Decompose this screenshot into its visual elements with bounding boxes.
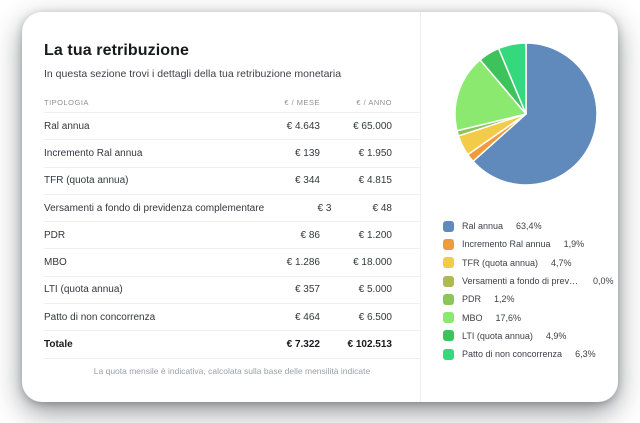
table-footnote: La quota mensile è indicativa, calcolata… [93, 365, 371, 376]
row-yearly-value: € 18.000 [353, 257, 392, 269]
row-monthly-value: € 3 [317, 202, 332, 214]
legend-item-label: Ral annua [462, 221, 504, 232]
row-label: Versamenti a fondo di previdenza complem… [44, 202, 265, 214]
legend-item-label: PDR [462, 294, 482, 305]
total-monthly-value: € 7.322 [286, 339, 320, 351]
row-label: LTI (quota annua) [44, 284, 123, 296]
table-total-row: Totale € 7.322 € 102.513 [44, 331, 420, 359]
table-row: Ral annua € 4.643 € 65.000 [44, 113, 420, 141]
column-header-anno: € / ANNO [356, 98, 392, 107]
pie-slice[interactable] [497, 42, 527, 115]
table-row: Versamenti a fondo di previdenza complem… [44, 195, 420, 223]
legend-color-swatch [443, 312, 454, 324]
row-yearly-value: € 1.950 [358, 147, 392, 159]
chart-legend: Ral annua 63,4% Incremento Ral annua 1,9… [443, 217, 615, 363]
legend-item-label: Versamenti a fondo di previdenza c... [462, 276, 580, 287]
row-monthly-value: € 344 [294, 175, 320, 187]
retribuzione-card: La tua retribuzione In questa sezione tr… [22, 12, 618, 402]
row-label: PDR [44, 229, 66, 241]
legend-item[interactable]: Ral annua 63,4% [443, 217, 615, 235]
table-body: Ral annua € 4.643 € 65.000 Incremento Ra… [44, 113, 420, 332]
row-yearly-value: € 5.000 [358, 284, 392, 296]
table-row: Patto di non concorrenza € 464 € 6.500 [44, 304, 420, 332]
column-header-tipologia: TIPOLOGIA [44, 98, 89, 107]
legend-color-swatch [443, 330, 454, 342]
legend-item-percentage: 63,4% [516, 221, 542, 232]
row-yearly-value: € 4.815 [358, 175, 392, 187]
legend-item-label: LTI (quota annua) [462, 330, 533, 341]
table-row: PDR € 86 € 1.200 [44, 222, 420, 250]
legend-item-percentage: 6,3% [575, 349, 596, 360]
legend-item[interactable]: Versamenti a fondo di previdenza c... 0,… [443, 272, 615, 290]
compensation-table: TIPOLOGIA € / MESE € / ANNO Ral annua € … [44, 93, 420, 359]
legend-item-percentage: 0,0% [593, 276, 614, 287]
total-label: Totale [44, 339, 73, 351]
legend-color-swatch [443, 275, 454, 287]
legend-item-label: TFR (quota annua) [462, 257, 539, 268]
row-label: Ral annua [44, 120, 90, 132]
page-subtitle: In questa sezione trovi i dettagli della… [44, 68, 342, 80]
legend-item[interactable]: LTI (quota annua) 4,9% [443, 327, 615, 345]
table-row: Incremento Ral annua € 139 € 1.950 [44, 140, 420, 168]
row-yearly-value: € 48 [372, 202, 392, 214]
pie-slice[interactable] [454, 59, 527, 132]
row-label: TFR (quota annua) [44, 175, 129, 187]
compensation-table-panel: La tua retribuzione In questa sezione tr… [22, 12, 420, 402]
row-monthly-value: € 4.643 [286, 120, 320, 132]
pie-slice[interactable] [472, 42, 598, 186]
legend-color-swatch [443, 293, 454, 305]
legend-item-percentage: 4,7% [551, 257, 572, 268]
legend-item-percentage: 4,9% [545, 330, 567, 341]
row-yearly-value: € 6.500 [358, 311, 392, 323]
legend-item-label: Patto di non concorrenza [462, 349, 563, 360]
legend-item-percentage: 1,9% [563, 239, 585, 250]
legend-color-swatch [443, 257, 454, 269]
row-monthly-value: € 464 [294, 311, 320, 323]
row-monthly-value: € 357 [294, 284, 320, 296]
legend-item[interactable]: MBO 17,6% [443, 308, 615, 326]
row-label: Patto di non concorrenza [44, 311, 156, 323]
legend-item-label: Incremento Ral annua [462, 239, 551, 250]
legend-color-swatch [443, 220, 454, 232]
page-title: La tua retribuzione [44, 42, 190, 59]
legend-item-label: MBO [462, 312, 483, 323]
pie-chart [454, 42, 598, 186]
legend-item[interactable]: Incremento Ral annua 1,9% [443, 235, 615, 253]
chart-panel: Ral annua 63,4% Incremento Ral annua 1,9… [420, 12, 618, 402]
legend-item[interactable]: Patto di non concorrenza 6,3% [443, 345, 615, 363]
row-monthly-value: € 1.286 [286, 257, 320, 269]
legend-item[interactable]: PDR 1,2% [443, 290, 615, 308]
legend-color-swatch [443, 348, 454, 360]
legend-color-swatch [443, 238, 454, 250]
legend-item-percentage: 17,6% [495, 312, 522, 323]
legend-item-percentage: 1,2% [494, 294, 515, 305]
table-header-row: TIPOLOGIA € / MESE € / ANNO [44, 93, 420, 113]
row-label: Incremento Ral annua [44, 147, 143, 159]
column-header-mese: € / MESE [284, 98, 320, 107]
row-yearly-value: € 65.000 [353, 120, 392, 132]
row-yearly-value: € 1.200 [358, 229, 392, 241]
row-label: MBO [44, 257, 67, 269]
legend-item[interactable]: TFR (quota annua) 4,7% [443, 254, 615, 272]
row-monthly-value: € 86 [300, 229, 320, 241]
row-monthly-value: € 139 [294, 147, 320, 159]
table-row: LTI (quota annua) € 357 € 5.000 [44, 277, 420, 305]
table-row: MBO € 1.286 € 18.000 [44, 249, 420, 277]
table-row: TFR (quota annua) € 344 € 4.815 [44, 168, 420, 195]
total-yearly-value: € 102.513 [347, 339, 393, 351]
